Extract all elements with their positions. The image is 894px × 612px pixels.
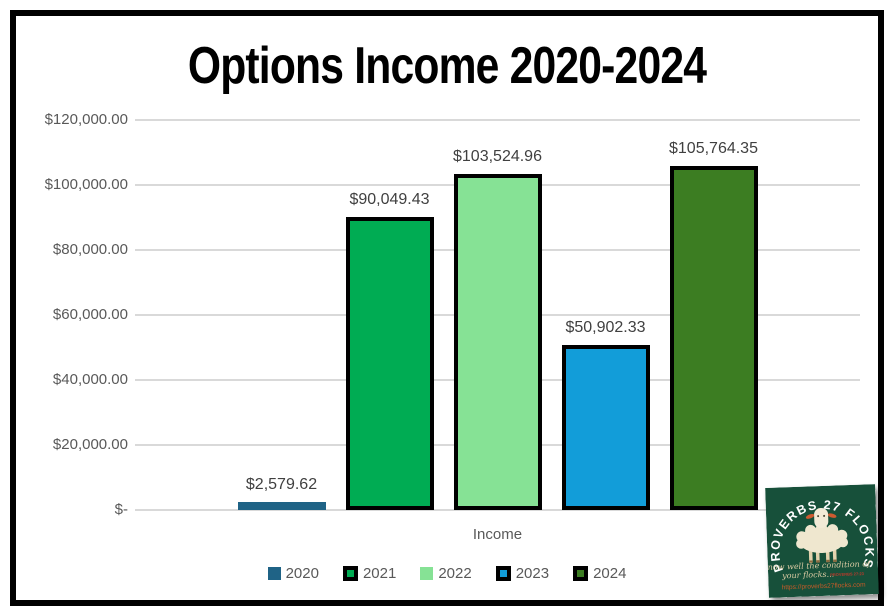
bar-2022 [453,174,542,510]
bar-value-label: $90,049.43 [349,191,430,208]
legend-swatch-2024 [573,566,589,581]
y-axis-tick-label: $120,000.00 [44,111,128,128]
chart-title: Options Income 2020-2024 [187,37,707,95]
gridline [135,509,860,511]
bar-value-label: $2,579.62 [245,476,318,493]
legend-swatch-2021 [342,566,358,581]
y-axis-tick-label: $- [114,501,128,518]
x-axis-label: Income [472,526,523,543]
logo-graphic: PROVERBS 27 FLOCKS [765,484,879,598]
gridline [135,119,860,121]
bar-value-label: $103,524.96 [453,148,542,165]
y-axis-tick-label: $40,000.00 [52,371,128,388]
legend-item-2020: 2020 [267,565,319,582]
chart-legend: 2020 2021 2022 2023 2024 [0,565,894,582]
y-axis-tick-label: $80,000.00 [52,241,128,258]
legend-label-2020: 2020 [285,565,319,582]
bar-2020 [237,502,326,510]
bar-2024 [669,166,758,510]
logo-verse-reference: PROVERBS 27:23 [830,571,865,577]
bar-value-label: $105,764.35 [669,140,758,157]
logo-tagline-line2: your flocks... [781,570,834,581]
legend-swatch-2023 [495,566,511,581]
legend-swatch-2022 [420,567,434,580]
legend-swatch-2020 [267,567,281,580]
sheep-icon [796,507,849,563]
logo-tagline-line1: Know well the condition of [765,559,872,572]
outer-border-frame [10,10,884,606]
legend-label-2021: 2021 [362,565,397,582]
legend-label-2022: 2022 [438,565,472,582]
legend-item-2023: 2023 [495,565,550,582]
y-axis-tick-label: $100,000.00 [44,176,128,193]
legend-label-2023: 2023 [515,565,550,582]
bar-2023 [561,345,650,510]
y-axis-tick-label: $60,000.00 [52,306,128,323]
legend-label-2024: 2024 [593,565,627,582]
proverbs-27-flocks-logo: PROVERBS 27 FLOCKS [765,484,879,598]
legend-item-2021: 2021 [342,565,397,582]
legend-item-2024: 2024 [573,565,626,582]
legend-item-2022: 2022 [420,565,472,582]
logo-url: https://proverbs27flocks.com [782,581,867,591]
bar-2021 [345,217,434,510]
y-axis-tick-label: $20,000.00 [52,436,128,453]
bar-value-label: $50,902.33 [565,319,646,336]
